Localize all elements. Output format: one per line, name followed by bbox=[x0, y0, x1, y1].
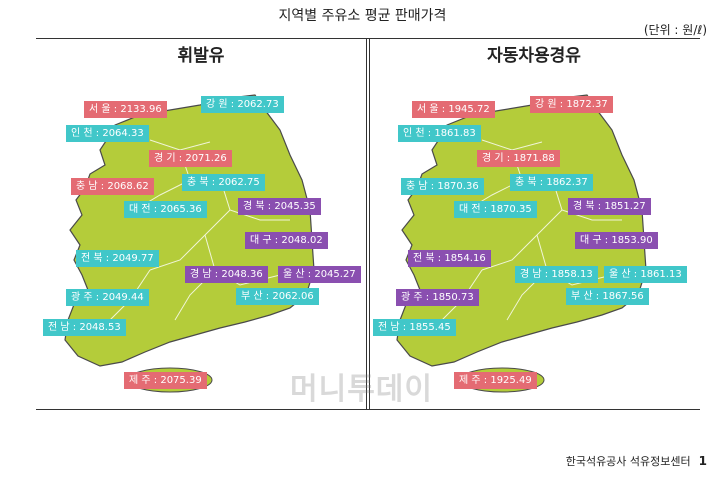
panel-title-diesel: 자동차용경유 bbox=[487, 46, 581, 66]
chart-frame bbox=[36, 38, 700, 410]
region-label-jeonnam: 전 남 : 1855.45 bbox=[373, 319, 456, 336]
region-label-daejeon: 대 전 : 2065.36 bbox=[124, 201, 207, 218]
region-label-jeju: 제 주 : 2075.39 bbox=[124, 372, 207, 389]
region-label-daejeon: 대 전 : 1870.35 bbox=[454, 201, 537, 218]
unit-note: (단위 : 원/ℓ) bbox=[643, 23, 707, 37]
region-label-gyeonggi: 경 기 : 1871.88 bbox=[477, 150, 560, 167]
region-label-gyeongnam: 경 남 : 2048.36 bbox=[185, 266, 268, 283]
region-label-gyeongbuk: 경 북 : 1851.27 bbox=[568, 198, 651, 215]
region-label-gwangju: 광 주 : 1850.73 bbox=[396, 289, 479, 306]
region-label-chungbuk: 충 북 : 2062.75 bbox=[182, 174, 265, 191]
region-label-busan: 부 산 : 2062.06 bbox=[236, 288, 319, 305]
region-label-chungbuk: 충 북 : 1862.37 bbox=[510, 174, 593, 191]
bottom-rule bbox=[36, 409, 700, 410]
panel-title-gasoline: 휘발유 bbox=[177, 46, 225, 66]
footer: 한국석유공사 석유정보센터 1 bbox=[566, 453, 707, 469]
top-rule bbox=[36, 38, 700, 39]
region-label-chungnam: 충 남 : 1870.36 bbox=[401, 178, 484, 195]
region-label-daegu: 대 구 : 1853.90 bbox=[575, 232, 658, 249]
region-label-jeju: 제 주 : 1925.49 bbox=[454, 372, 537, 389]
region-label-chungnam: 충 남 : 2068.62 bbox=[71, 178, 154, 195]
region-label-gyeongbuk: 경 북 : 2045.35 bbox=[238, 198, 321, 215]
region-label-busan: 부 산 : 1867.56 bbox=[566, 288, 649, 305]
region-label-gangwon: 강 원 : 2062.73 bbox=[201, 96, 284, 113]
region-label-seoul: 서 울 : 1945.72 bbox=[412, 101, 495, 118]
region-label-jeonbuk: 전 북 : 2049.77 bbox=[76, 250, 159, 267]
region-label-incheon: 인 천 : 2064.33 bbox=[66, 125, 149, 142]
region-label-ulsan: 울 산 : 2045.27 bbox=[278, 266, 361, 283]
page-number: 1 bbox=[698, 454, 707, 468]
footer-org: 한국석유공사 석유정보센터 bbox=[565, 455, 691, 468]
center-divider bbox=[369, 38, 370, 410]
region-label-seoul: 서 울 : 2133.96 bbox=[84, 101, 167, 118]
region-label-gyeongnam: 경 남 : 1858.13 bbox=[515, 266, 598, 283]
region-label-daegu: 대 구 : 2048.02 bbox=[245, 232, 328, 249]
document-title: 지역별 주유소 평균 판매가격 bbox=[278, 8, 447, 24]
region-label-gyeonggi: 경 기 : 2071.26 bbox=[149, 150, 232, 167]
region-label-ulsan: 울 산 : 1861.13 bbox=[604, 266, 687, 283]
region-label-jeonbuk: 전 북 : 1854.16 bbox=[408, 250, 491, 267]
watermark: 머니투데이 bbox=[290, 372, 433, 407]
center-divider bbox=[366, 38, 367, 410]
region-label-incheon: 인 천 : 1861.83 bbox=[398, 125, 481, 142]
region-label-jeonnam: 전 남 : 2048.53 bbox=[43, 319, 126, 336]
region-label-gangwon: 강 원 : 1872.37 bbox=[530, 96, 613, 113]
region-label-gwangju: 광 주 : 2049.44 bbox=[66, 289, 149, 306]
